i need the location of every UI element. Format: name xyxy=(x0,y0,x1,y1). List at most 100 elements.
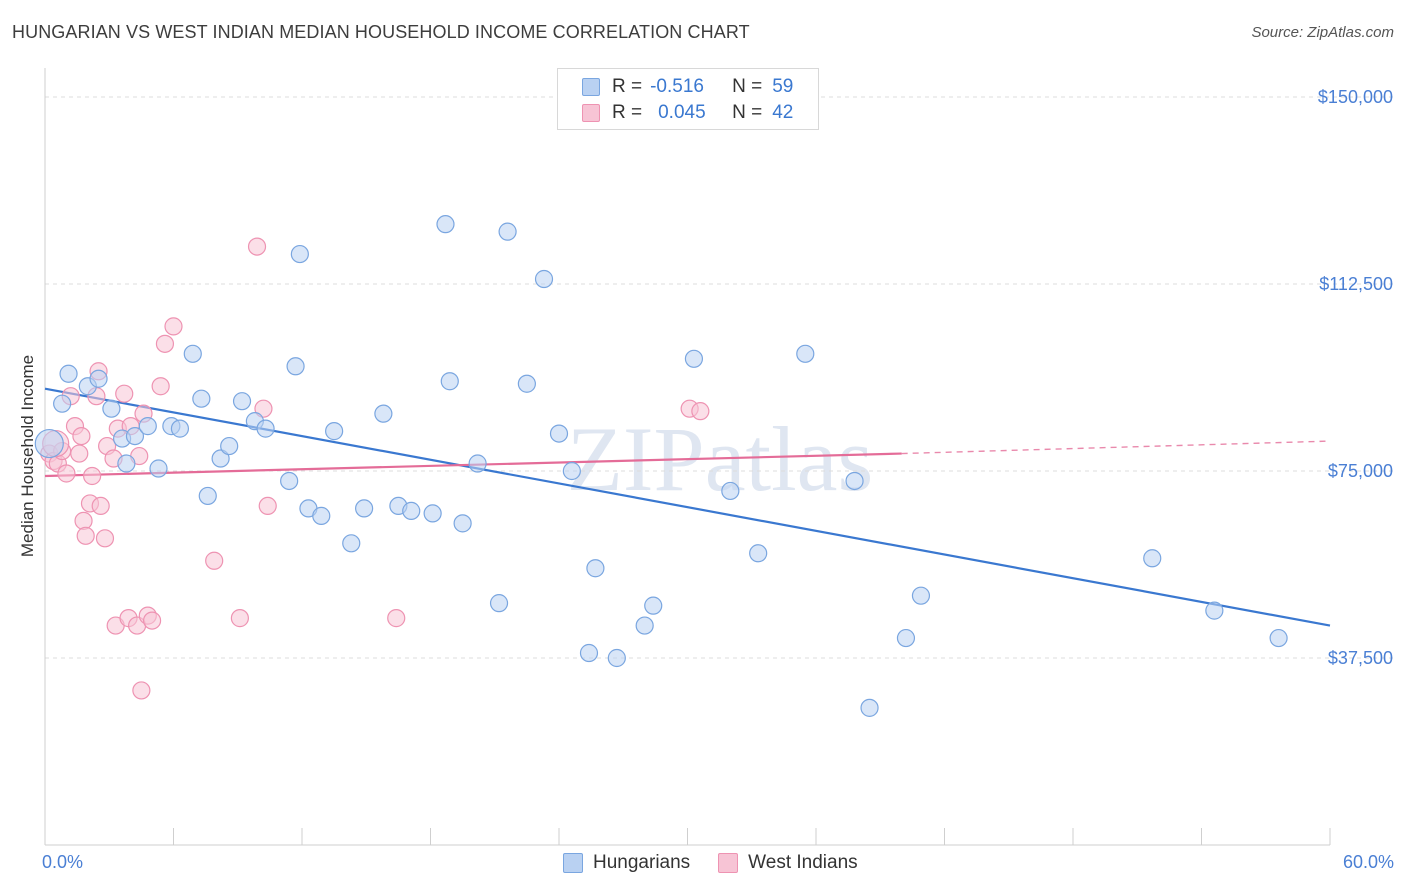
point-hungarian xyxy=(198,486,217,506)
point-hungarian xyxy=(860,698,879,717)
point-hungarian xyxy=(684,349,704,368)
series-legend: Hungarians West Indians xyxy=(563,852,886,874)
point-west-indian xyxy=(70,444,89,463)
point-hungarian xyxy=(149,459,168,478)
point-hungarian xyxy=(534,269,554,289)
r-label: R = xyxy=(612,76,643,97)
point-hungarian xyxy=(170,419,190,438)
point-hungarian xyxy=(517,374,536,393)
point-west-indian xyxy=(115,384,134,403)
point-hungarian xyxy=(290,244,309,264)
x-axis-min-label: 0.0% xyxy=(42,852,84,872)
point-hungarian xyxy=(423,504,442,523)
point-hungarian xyxy=(402,501,421,520)
data-points xyxy=(34,215,1288,717)
point-hungarian xyxy=(644,596,663,615)
point-hungarian xyxy=(796,344,815,363)
point-west-indian xyxy=(74,511,93,530)
point-hungarian xyxy=(125,426,145,446)
point-hungarian xyxy=(911,586,931,605)
point-hungarian xyxy=(635,616,654,635)
legend-row-hungarians: R = -0.516 N = 59 xyxy=(582,75,794,99)
point-hungarian xyxy=(138,417,157,436)
point-hungarian xyxy=(102,399,121,418)
point-west-indian xyxy=(205,551,224,570)
point-hungarian xyxy=(232,392,252,411)
point-hungarian xyxy=(489,594,509,613)
y-tick-label: $112,500 xyxy=(1319,274,1393,294)
legend-swatch-pink xyxy=(718,853,739,873)
point-hungarian xyxy=(374,404,393,423)
point-hungarian xyxy=(312,506,331,525)
legend-label-hungarians: Hungarians xyxy=(593,852,691,873)
grid-lines xyxy=(45,96,1395,659)
correlation-legend: R = -0.516 N = 59 R = 0.045 N = 42 xyxy=(557,68,819,130)
point-hungarian xyxy=(1269,628,1288,648)
source-label: Source: ZipAtlas.com xyxy=(1251,24,1394,41)
legend-item-hungarians: Hungarians xyxy=(563,852,690,874)
point-hungarian xyxy=(436,215,455,234)
point-west-indian xyxy=(247,237,267,256)
legend-swatch-blue xyxy=(563,853,583,873)
y-tick-label: $150,000 xyxy=(1318,87,1393,107)
point-hungarian xyxy=(34,428,64,459)
point-west-indian xyxy=(57,464,76,483)
point-west-indian xyxy=(691,402,710,421)
legend-swatch-pink xyxy=(582,104,600,122)
legend-label-west-indians: West Indians xyxy=(748,852,858,873)
point-hungarian xyxy=(220,436,239,456)
x-axis-max-label: 60.0% xyxy=(1342,852,1394,872)
point-hungarian xyxy=(453,514,472,533)
point-west-indian xyxy=(164,317,183,336)
point-hungarian xyxy=(256,419,275,438)
point-hungarian xyxy=(896,628,916,648)
point-hungarian xyxy=(117,454,136,473)
point-hungarian xyxy=(440,372,459,391)
chart-title: HUNGARIAN VS WEST INDIAN MEDIAN HOUSEHOL… xyxy=(12,22,750,42)
r-value: -0.516 xyxy=(650,76,704,97)
point-west-indian xyxy=(387,609,406,628)
point-hungarian xyxy=(280,471,299,491)
point-hungarian xyxy=(1205,601,1224,620)
point-hungarian xyxy=(1143,549,1162,568)
tick-labels: $37,500 $75,000 $112,500 $150,000 xyxy=(1318,87,1393,668)
point-hungarian xyxy=(607,648,626,668)
point-west-indian xyxy=(258,496,277,516)
point-west-indian xyxy=(83,466,102,486)
point-hungarian xyxy=(211,449,230,468)
point-hungarian xyxy=(342,534,361,553)
point-hungarian xyxy=(89,369,108,388)
n-label: N = xyxy=(732,76,763,97)
legend-row-west-indians: R = 0.045 N = 42 xyxy=(582,101,794,125)
point-west-indian xyxy=(91,496,110,516)
point-west-indian xyxy=(230,609,249,628)
n-value: 59 xyxy=(772,76,794,97)
point-west-indian xyxy=(142,611,162,630)
point-hungarian xyxy=(749,544,768,563)
point-hungarian xyxy=(498,222,517,241)
point-hungarian xyxy=(183,344,202,363)
legend-swatch-blue xyxy=(582,78,600,96)
point-west-indian xyxy=(132,681,151,700)
point-west-indian xyxy=(151,377,170,396)
trend-line-west-indians-extension xyxy=(901,440,1331,455)
point-west-indian xyxy=(72,426,91,446)
point-hungarian xyxy=(845,471,864,491)
point-hungarian xyxy=(53,394,72,413)
point-west-indian xyxy=(254,399,273,418)
r-label: R = xyxy=(612,102,643,123)
y-tick-label: $37,500 xyxy=(1328,648,1393,668)
point-hungarian xyxy=(59,364,78,383)
r-value: 0.045 xyxy=(658,102,706,123)
point-hungarian xyxy=(586,559,605,578)
n-value: 42 xyxy=(772,102,794,123)
point-hungarian xyxy=(562,461,581,481)
point-hungarian xyxy=(286,357,305,376)
point-west-indian xyxy=(95,529,115,548)
point-west-indian xyxy=(155,334,175,353)
point-hungarian xyxy=(549,424,569,443)
point-hungarian xyxy=(721,481,740,501)
point-hungarian xyxy=(192,389,211,408)
point-hungarian xyxy=(579,643,599,663)
point-hungarian xyxy=(355,499,374,518)
